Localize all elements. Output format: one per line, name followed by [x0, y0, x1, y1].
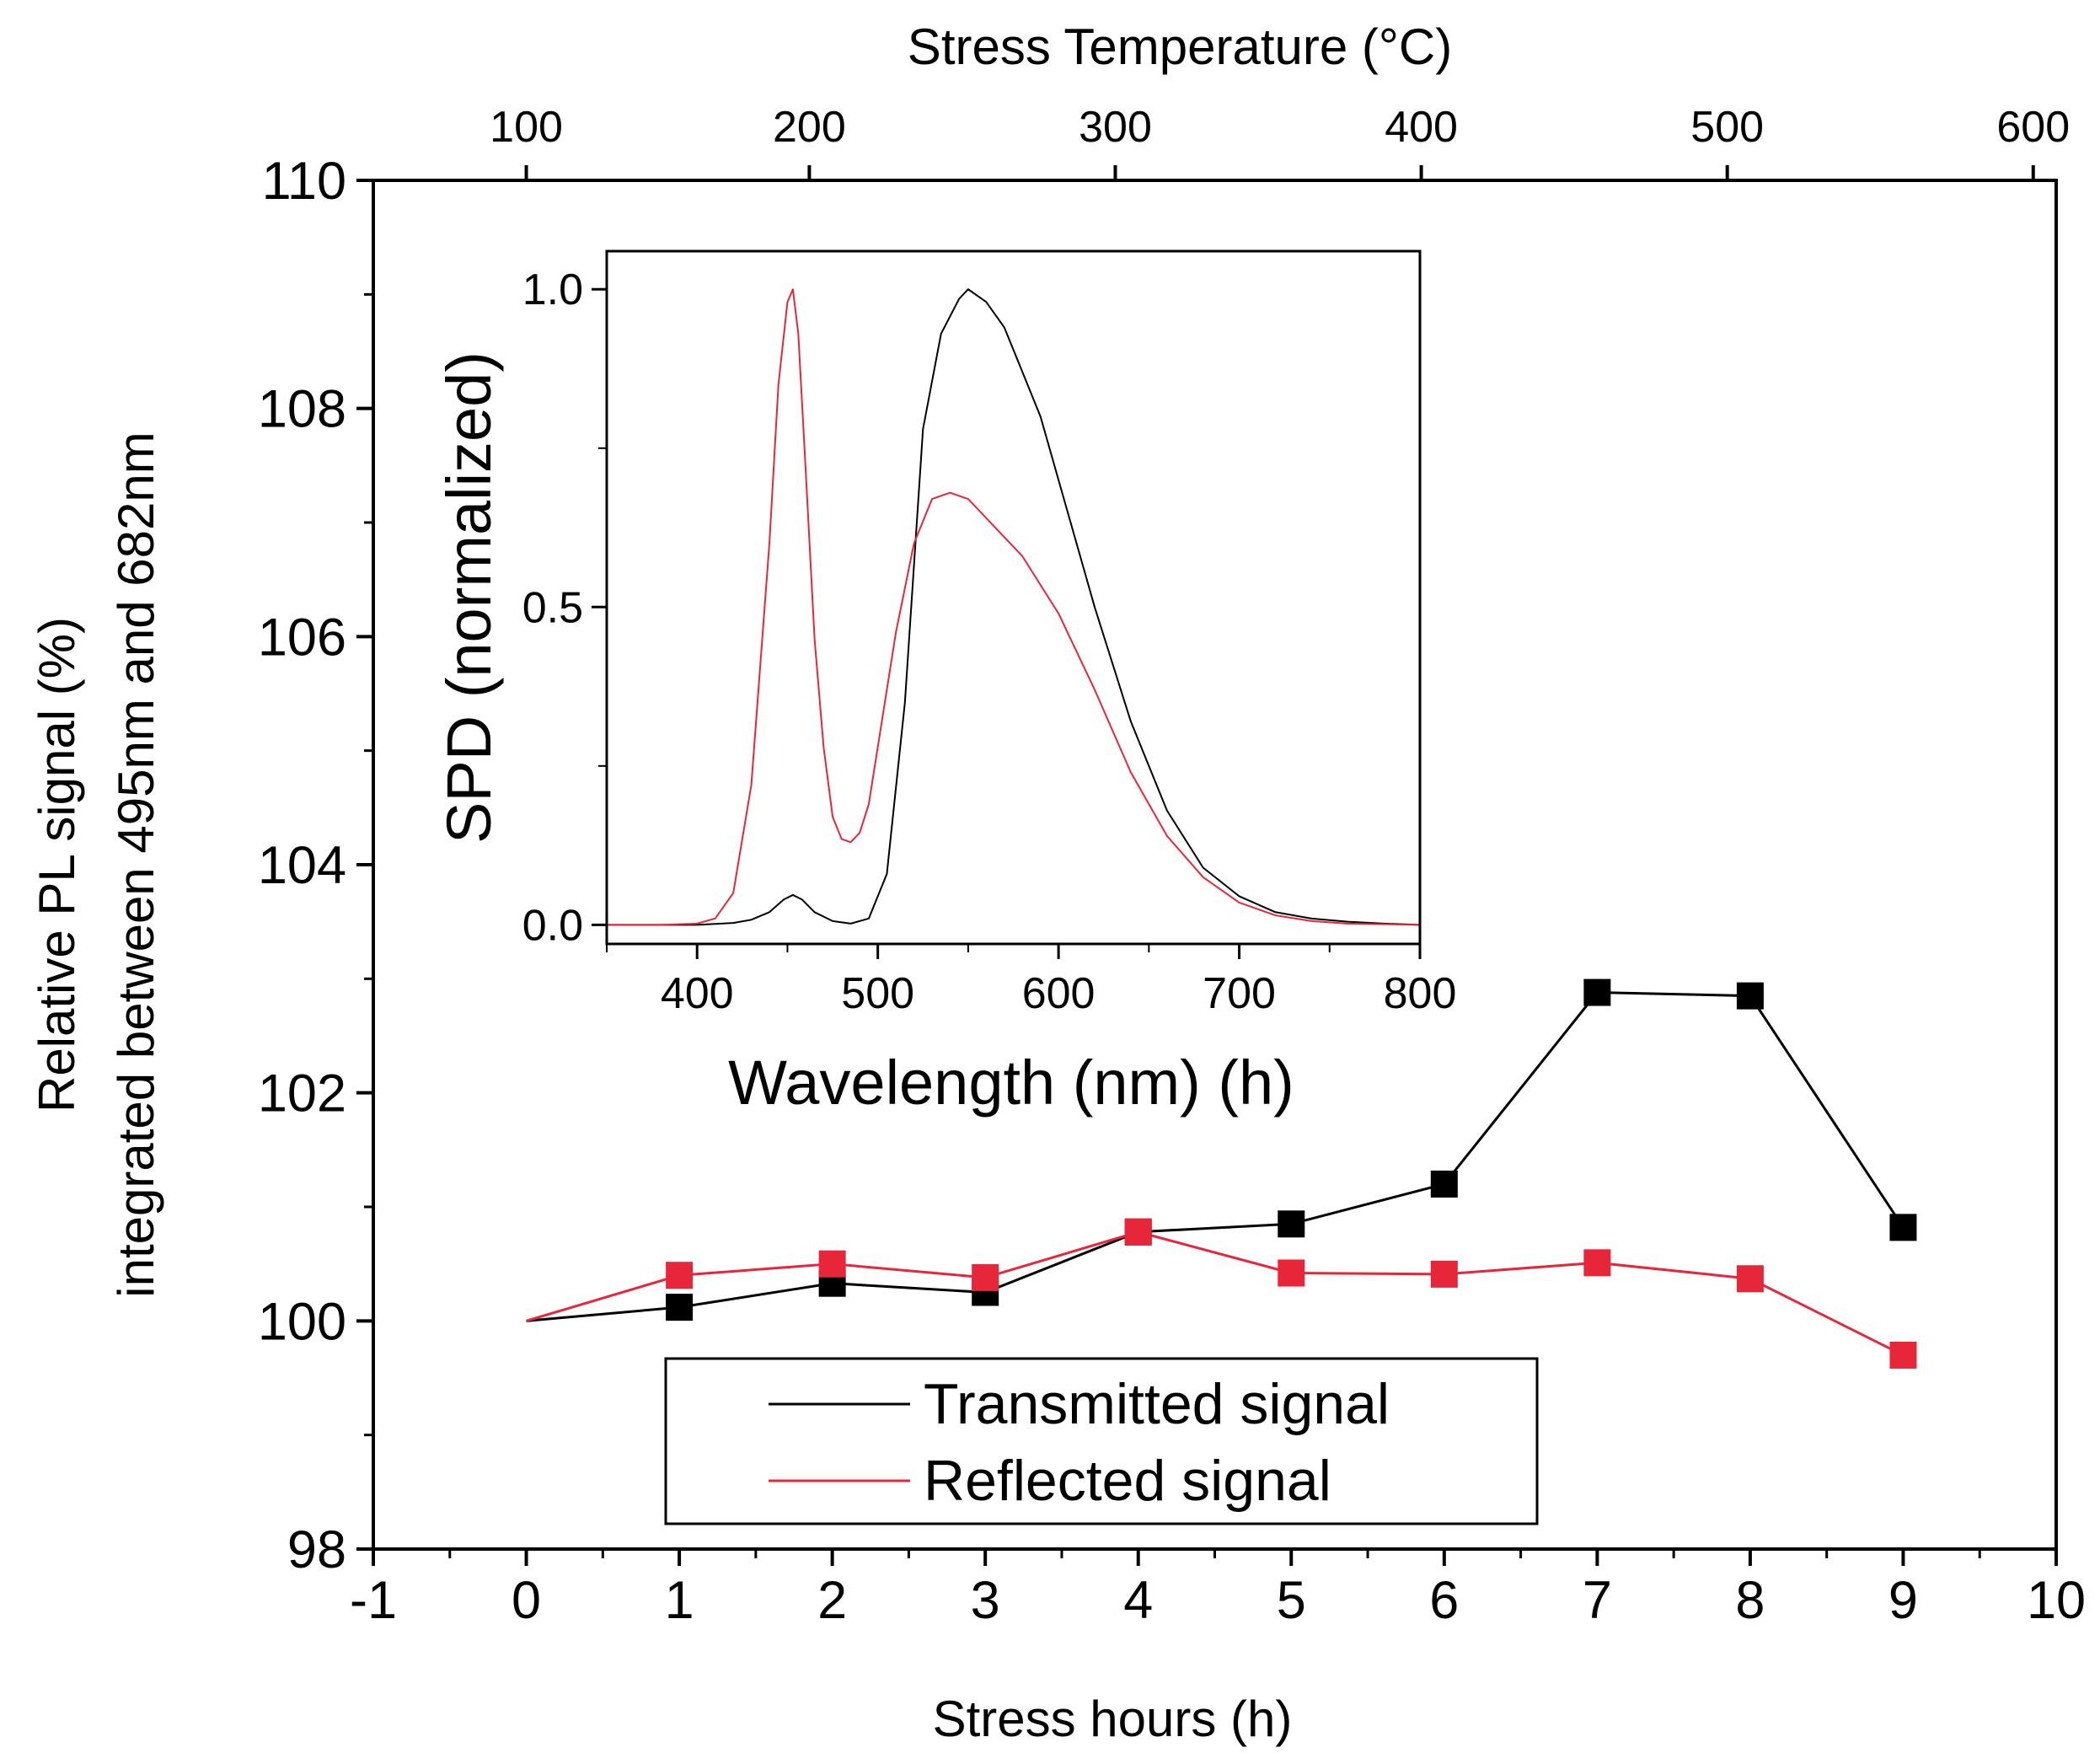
main-x-tick-label: 4 [1123, 1571, 1153, 1630]
main-chart: -1 0 1 2 3 4 5 6 7 8 9 10 98 100 102 104 106 108 110 100 2… [29, 19, 2086, 1747]
top-x-tick-label: 200 [773, 103, 846, 152]
main-x-tick-label: 2 [817, 1571, 847, 1630]
main-x-ticks: -1 0 1 2 3 4 5 6 7 8 9 10 [350, 1549, 2086, 1630]
main-x-tick-label: 3 [971, 1571, 1000, 1630]
main-x-tick-label: 10 [2027, 1571, 2086, 1630]
main-series-marker-1 [1889, 1341, 1917, 1369]
inset-y-ticks: 0.0 0.5 1.0 [522, 265, 607, 950]
inset-series-line-0 [607, 288, 1421, 926]
main-series-marker-1 [818, 1250, 846, 1278]
top-x-tick-label: 400 [1385, 103, 1458, 152]
inset-plot-background [607, 251, 1420, 944]
main-series-line-0 [526, 991, 1904, 1322]
main-x-tick-label: 1 [665, 1571, 694, 1630]
main-y-axis-title-line2: integrated between 495nm and 682nm [108, 432, 164, 1297]
main-series-marker-0 [1583, 978, 1611, 1006]
inset-x-axis-title: Wavelength (nm) (h) [728, 1048, 1294, 1118]
main-y-tick-label: 98 [287, 1520, 346, 1579]
main-y-tick-label: 102 [258, 1064, 346, 1123]
inset-chart: 400 500 600 700 800 0.0 0.5 1.0 Wavelength (nm… [434, 249, 1457, 1118]
inset-y-axis-title: SPD (normalized) [434, 351, 504, 844]
main-x-tick-label: -1 [350, 1571, 397, 1630]
inset-y-tick-label: 1.0 [522, 265, 583, 314]
inset-x-tick-label: 500 [841, 969, 914, 1018]
inset-x-tick-label: 600 [1022, 969, 1096, 1018]
legend-label-reflected: Reflected signal [924, 1449, 1331, 1513]
top-x-ticks: 100 200 300 400 500 600 [490, 103, 2070, 180]
main-y-ticks: 98 100 102 104 106 108 110 [258, 152, 373, 1579]
inset-x-tick-label: 400 [661, 969, 734, 1018]
inset-x-ticks: 400 500 600 700 800 [606, 944, 1457, 1018]
main-y-tick-label: 110 [262, 152, 346, 211]
main-y-tick-label: 104 [258, 836, 346, 895]
main-series-marker-0 [1278, 1210, 1305, 1238]
inset-y-tick-label: 0.5 [522, 583, 583, 632]
inset-plot-frame [605, 249, 1422, 946]
main-series-marker-1 [666, 1262, 694, 1289]
top-x-tick-label: 500 [1690, 103, 1764, 152]
main-series-marker-0 [1430, 1170, 1458, 1198]
main-series-marker-1 [1736, 1265, 1764, 1293]
top-x-axis-title: Stress Temperature (°C) [908, 19, 1452, 75]
top-x-tick-label: 300 [1079, 103, 1152, 152]
main-x-tick-label: 0 [512, 1571, 541, 1630]
main-series-marker-0 [1889, 1214, 1917, 1241]
main-series-marker-1 [972, 1263, 999, 1291]
top-x-tick-label: 100 [490, 103, 563, 152]
top-x-tick-label: 600 [1996, 103, 2070, 152]
main-series-marker-1 [1430, 1260, 1458, 1288]
main-y-axis-title-line1: Relative PL signal (%) [29, 617, 85, 1112]
legend-label-transmitted: Transmitted signal [924, 1372, 1390, 1436]
main-x-tick-label: 5 [1277, 1571, 1306, 1630]
main-series-marker-1 [1278, 1259, 1305, 1287]
main-series-marker-1 [1583, 1249, 1611, 1277]
main-series-line-1 [526, 1230, 1904, 1357]
main-x-tick-label: 8 [1735, 1571, 1765, 1630]
main-x-tick-label: 9 [1888, 1571, 1918, 1630]
main-y-tick-label: 100 [258, 1292, 346, 1351]
main-x-tick-label: 7 [1583, 1571, 1612, 1630]
main-series-marker-1 [1124, 1218, 1152, 1246]
inset-series [607, 288, 1421, 926]
inset-series-line-1 [607, 288, 1421, 926]
main-y-tick-label: 106 [258, 608, 346, 667]
main-y-tick-label: 108 [258, 380, 346, 439]
main-series-marker-0 [666, 1294, 694, 1321]
legend-box [664, 1357, 1539, 1525]
inset-y-tick-label: 0.0 [522, 901, 583, 950]
main-series [526, 978, 1917, 1369]
legend: Transmitted signal Reflected signal [664, 1357, 1539, 1525]
inset-x-tick-label: 800 [1384, 969, 1457, 1018]
main-x-axis-title: Stress hours (h) [933, 1691, 1293, 1747]
inset-x-tick-label: 700 [1203, 969, 1276, 1018]
main-x-tick-label: 6 [1429, 1571, 1459, 1630]
main-series-marker-0 [1736, 982, 1764, 1010]
